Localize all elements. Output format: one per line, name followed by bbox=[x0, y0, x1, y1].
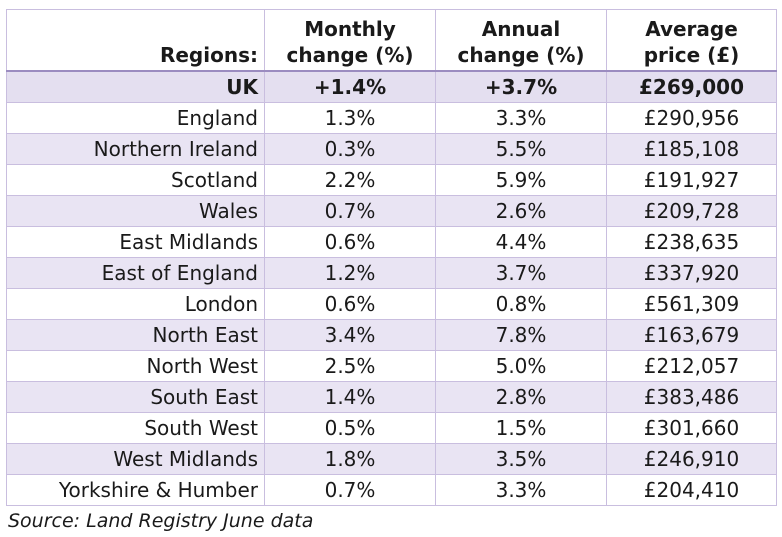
monthly-change-cell: 1.4% bbox=[264, 381, 436, 413]
annual-change-cell: 5.0% bbox=[435, 350, 607, 382]
table-row: North East 3.4% 7.8% £163,679 bbox=[6, 319, 777, 351]
region-cell: South West bbox=[6, 412, 265, 444]
average-price-cell: £204,410 bbox=[606, 474, 777, 506]
average-price-cell: £185,108 bbox=[606, 133, 777, 165]
monthly-change-cell: +1.4% bbox=[264, 70, 436, 103]
table-row: London 0.6% 0.8% £561,309 bbox=[6, 288, 777, 320]
annual-change-cell: 1.5% bbox=[435, 412, 607, 444]
annual-change-cell: 3.5% bbox=[435, 443, 607, 475]
average-price-cell: £238,635 bbox=[606, 226, 777, 258]
monthly-header-line2: change (%) bbox=[286, 43, 414, 67]
annual-change-cell: 3.3% bbox=[435, 102, 607, 134]
region-cell: Scotland bbox=[6, 164, 265, 196]
monthly-change-cell: 0.5% bbox=[264, 412, 436, 444]
table-row: South East 1.4% 2.8% £383,486 bbox=[6, 381, 777, 413]
average-price-column-header: Average price (£) bbox=[606, 9, 777, 72]
annual-change-cell: 2.8% bbox=[435, 381, 607, 413]
average-price-cell: £337,920 bbox=[606, 257, 777, 289]
table-row-uk-total: UK +1.4% +3.7% £269,000 bbox=[6, 70, 777, 103]
regions-header-label: Regions: bbox=[159, 43, 258, 67]
average-price-cell: £209,728 bbox=[606, 195, 777, 227]
annual-change-cell: 4.4% bbox=[435, 226, 607, 258]
table-row: Scotland 2.2% 5.9% £191,927 bbox=[6, 164, 777, 196]
average-price-cell: £212,057 bbox=[606, 350, 777, 382]
average-price-cell: £290,956 bbox=[606, 102, 777, 134]
monthly-change-cell: 1.8% bbox=[264, 443, 436, 475]
monthly-change-cell: 0.3% bbox=[264, 133, 436, 165]
region-cell: West Midlands bbox=[6, 443, 265, 475]
monthly-change-cell: 3.4% bbox=[264, 319, 436, 351]
table-row: Northern Ireland 0.3% 5.5% £185,108 bbox=[6, 133, 777, 165]
regional-price-table-container: Regions: Monthly change (%) Annual chang… bbox=[6, 9, 777, 506]
price-header-line2: price (£) bbox=[643, 43, 740, 67]
annual-change-cell: 5.9% bbox=[435, 164, 607, 196]
average-price-cell: £269,000 bbox=[606, 70, 777, 103]
annual-change-cell: 7.8% bbox=[435, 319, 607, 351]
region-cell: London bbox=[6, 288, 265, 320]
annual-change-cell: 5.5% bbox=[435, 133, 607, 165]
region-cell: Northern Ireland bbox=[6, 133, 265, 165]
monthly-change-cell: 0.6% bbox=[264, 288, 436, 320]
average-price-cell: £163,679 bbox=[606, 319, 777, 351]
region-cell: East of England bbox=[6, 257, 265, 289]
region-cell: Wales bbox=[6, 195, 265, 227]
average-price-cell: £383,486 bbox=[606, 381, 777, 413]
annual-change-cell: 3.7% bbox=[435, 257, 607, 289]
average-price-cell: £191,927 bbox=[606, 164, 777, 196]
regions-column-header: Regions: bbox=[6, 9, 265, 72]
monthly-change-column-header: Monthly change (%) bbox=[264, 9, 436, 72]
region-cell: England bbox=[6, 102, 265, 134]
table-row: East of England 1.2% 3.7% £337,920 bbox=[6, 257, 777, 289]
table-row: Yorkshire & Humber 0.7% 3.3% £204,410 bbox=[6, 474, 777, 506]
table-row: East Midlands 0.6% 4.4% £238,635 bbox=[6, 226, 777, 258]
price-header-line1: Average bbox=[645, 17, 738, 41]
annual-change-cell: 0.8% bbox=[435, 288, 607, 320]
average-price-cell: £301,660 bbox=[606, 412, 777, 444]
monthly-change-cell: 0.7% bbox=[264, 474, 436, 506]
monthly-header-line1: Monthly bbox=[304, 17, 396, 41]
table-row: England 1.3% 3.3% £290,956 bbox=[6, 102, 777, 134]
source-note: Source: Land Registry June data bbox=[8, 510, 314, 532]
monthly-change-cell: 2.5% bbox=[264, 350, 436, 382]
monthly-change-cell: 1.2% bbox=[264, 257, 436, 289]
monthly-change-cell: 0.6% bbox=[264, 226, 436, 258]
average-price-cell: £561,309 bbox=[606, 288, 777, 320]
annual-header-line2: change (%) bbox=[457, 43, 585, 67]
table-row: North West 2.5% 5.0% £212,057 bbox=[6, 350, 777, 382]
annual-change-column-header: Annual change (%) bbox=[435, 9, 607, 72]
table-row: Wales 0.7% 2.6% £209,728 bbox=[6, 195, 777, 227]
monthly-change-cell: 2.2% bbox=[264, 164, 436, 196]
region-cell: North East bbox=[6, 319, 265, 351]
regional-price-table: Regions: Monthly change (%) Annual chang… bbox=[6, 9, 777, 506]
region-cell: South East bbox=[6, 381, 265, 413]
annual-change-cell: +3.7% bbox=[435, 70, 607, 103]
region-cell: Yorkshire & Humber bbox=[6, 474, 265, 506]
monthly-change-cell: 0.7% bbox=[264, 195, 436, 227]
annual-change-cell: 2.6% bbox=[435, 195, 607, 227]
region-cell: East Midlands bbox=[6, 226, 265, 258]
monthly-change-cell: 1.3% bbox=[264, 102, 436, 134]
table-header-row: Regions: Monthly change (%) Annual chang… bbox=[6, 9, 777, 72]
average-price-cell: £246,910 bbox=[606, 443, 777, 475]
table-row: West Midlands 1.8% 3.5% £246,910 bbox=[6, 443, 777, 475]
region-cell: North West bbox=[6, 350, 265, 382]
annual-header-line1: Annual bbox=[481, 17, 561, 41]
region-cell: UK bbox=[6, 70, 265, 103]
table-row: South West 0.5% 1.5% £301,660 bbox=[6, 412, 777, 444]
annual-change-cell: 3.3% bbox=[435, 474, 607, 506]
